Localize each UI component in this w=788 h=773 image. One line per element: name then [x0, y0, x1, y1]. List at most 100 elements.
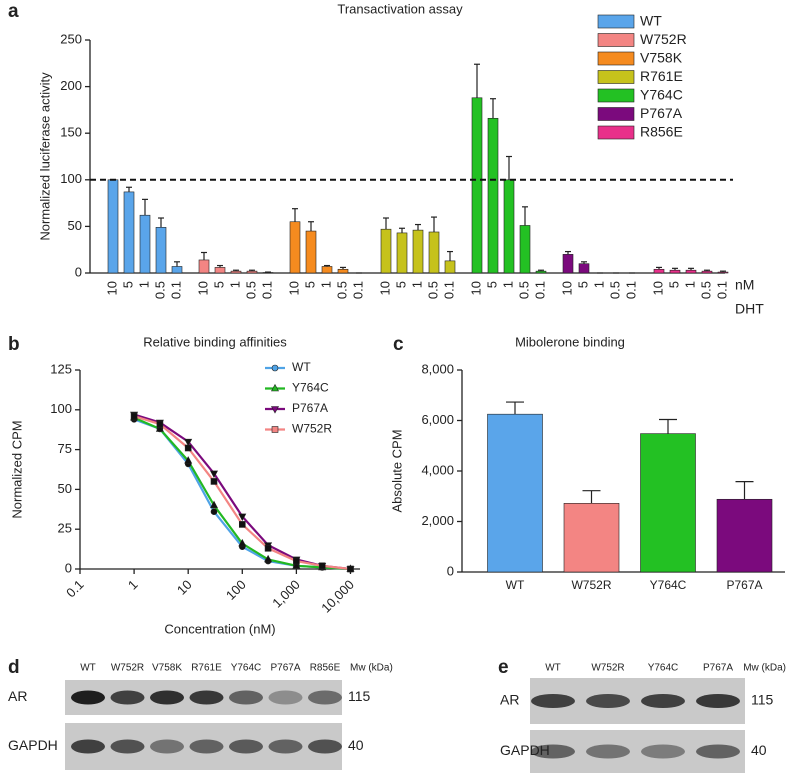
panel-letter: a — [8, 1, 19, 22]
x-axis-label: Concentration (nM) — [164, 621, 275, 636]
row-label: GAPDH — [8, 737, 58, 753]
y-tick-label: 0 — [75, 264, 82, 279]
legend-swatch — [597, 14, 635, 29]
x-tick-label: 5 — [211, 281, 226, 288]
x-tick-label: 5 — [302, 281, 317, 288]
x-tick-label: 1 — [500, 281, 515, 288]
y-axis-label: Normalized CPM — [9, 420, 24, 518]
legend-marker — [270, 406, 280, 414]
marker — [184, 438, 193, 447]
blot-band — [71, 690, 105, 705]
x-tick-label: WT — [506, 578, 525, 592]
legend-swatch — [597, 51, 635, 66]
legend-label: Y764C — [640, 87, 683, 103]
legend-label: P767A — [640, 105, 683, 121]
lane-label: R761E — [191, 663, 222, 674]
blot-band — [531, 694, 575, 708]
bar — [563, 503, 620, 573]
y-tick-label: 25 — [58, 521, 72, 536]
x-tick-label: 0.1 — [259, 281, 274, 299]
chart-title: Mibolerone binding — [515, 334, 625, 349]
bar — [444, 260, 456, 274]
bar — [337, 268, 349, 274]
row-label: GAPDH — [500, 742, 550, 758]
blot-band — [641, 744, 685, 759]
legend-marker — [271, 426, 279, 433]
lane-label: R856E — [310, 663, 341, 674]
y-tick-label: 8,000 — [421, 361, 454, 376]
x-tick-label: 5 — [484, 281, 499, 288]
y-tick-label: 150 — [60, 125, 82, 140]
blot-band — [150, 690, 184, 705]
bar — [562, 254, 574, 274]
lane-label: Y764C — [648, 663, 679, 674]
bar — [535, 270, 547, 274]
x-tick-label: W752R — [571, 578, 611, 592]
bar — [246, 270, 258, 274]
bar — [123, 191, 135, 274]
lane-label: W752R — [591, 663, 624, 674]
x-tick-label: 100 — [223, 577, 249, 603]
lane-label: WT — [545, 663, 561, 674]
x-tick-label: 10 — [559, 281, 574, 295]
bar — [171, 266, 183, 274]
x-tick-label: 0.5 — [152, 281, 167, 299]
x-tick-label: 5 — [393, 281, 408, 288]
x-tick-label: 10 — [104, 281, 119, 295]
x-tick-label: 0.1 — [63, 577, 86, 600]
x-tick-label: 1,000 — [269, 577, 303, 611]
y-axis-label: Absolute CPM — [389, 429, 404, 512]
bar — [214, 267, 226, 274]
bar — [701, 270, 713, 274]
y-tick-label: 75 — [58, 441, 72, 456]
y-tick-label: 2,000 — [421, 513, 454, 528]
bar — [380, 228, 392, 274]
marker — [264, 554, 273, 563]
bar — [321, 266, 333, 274]
blot-band — [189, 739, 224, 754]
x-tick-label: 0.1 — [532, 281, 547, 299]
x-tick-label: Y764C — [650, 578, 687, 592]
x-tick-label: 0.5 — [425, 281, 440, 299]
x-tick-label: 0.5 — [516, 281, 531, 299]
legend-marker — [270, 383, 280, 392]
legend-swatch — [597, 88, 635, 103]
mw-label: 115 — [751, 692, 774, 708]
y-tick-label: 0 — [65, 560, 72, 575]
marker — [209, 470, 219, 479]
marker — [156, 420, 164, 428]
legend-label: W752R — [292, 422, 332, 436]
x-tick-label: 0.1 — [623, 281, 638, 299]
lane-label: W752R — [111, 663, 144, 674]
marker — [184, 444, 192, 452]
bar — [578, 263, 590, 274]
marker — [184, 456, 193, 464]
y-tick-label: 125 — [50, 361, 72, 376]
marker — [293, 557, 300, 565]
mw-label: 40 — [751, 742, 767, 758]
x-tick-label: 5 — [575, 281, 590, 288]
marker — [210, 508, 218, 515]
row-label: AR — [500, 692, 519, 708]
bar — [653, 268, 665, 274]
blot-band — [268, 690, 303, 705]
x-tick-label: 0.5 — [243, 281, 258, 299]
blot-band — [531, 744, 575, 759]
blot-band — [586, 744, 630, 759]
mw-header: Mw (kDa) — [743, 663, 786, 674]
x-unit-label: nM — [735, 277, 754, 293]
lane-label: P767A — [270, 663, 300, 674]
y-tick-label: 250 — [60, 31, 82, 46]
x-tick-label: 0.5 — [607, 281, 622, 299]
blot-band — [150, 739, 184, 754]
lane-label: V758K — [152, 663, 182, 674]
blot-band — [110, 739, 145, 754]
x-tick-label: 1 — [227, 281, 242, 288]
y-tick-label: 200 — [60, 78, 82, 93]
legend-label: W752R — [640, 31, 687, 47]
mw-header: Mw (kDa) — [350, 663, 393, 674]
blot-band — [229, 690, 263, 705]
marker — [238, 521, 246, 528]
legend-label: P767A — [292, 401, 328, 415]
bar — [155, 227, 167, 274]
